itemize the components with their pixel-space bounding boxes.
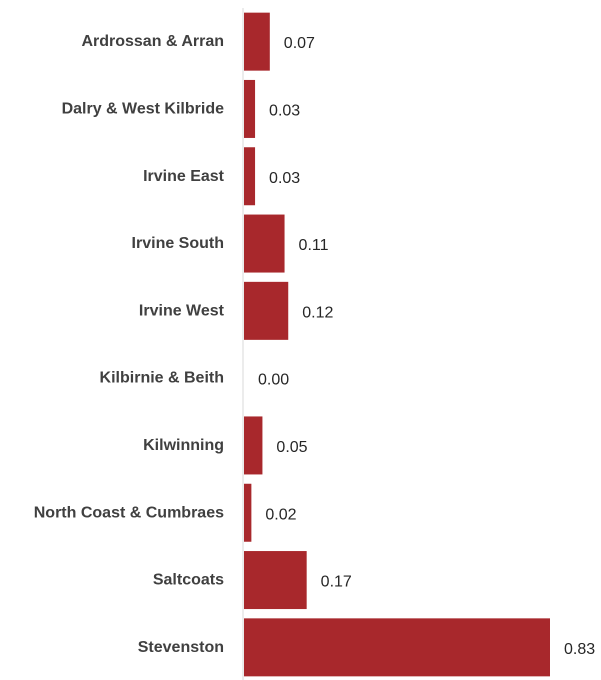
category-label: Irvine South [132,235,224,252]
category-label: Dalry & West Kilbride [62,100,225,117]
bar-2 [244,147,256,206]
value-label: 0.03 [269,170,300,187]
bar-6 [244,416,263,475]
value-label: 0.03 [269,102,300,119]
bar-9 [244,618,550,677]
bar-0 [244,12,270,71]
value-label: 0.12 [302,304,333,321]
category-label: Kilbirnie & Beith [100,370,224,387]
value-label: 0.83 [564,641,595,658]
value-label: 0.05 [276,439,307,456]
value-label: 0.17 [321,574,352,591]
bar-7 [244,483,252,542]
category-label: Kilwinning [143,437,224,454]
labels-layer: Ardrossan & Arran 0.07 Dalry & West Kilbri… [34,33,595,658]
bars-layer [244,12,550,677]
bar-4 [244,281,289,340]
value-label: 0.02 [265,506,296,523]
category-label: North Coast & Cumbraes [34,504,224,521]
value-label: 0.07 [284,35,315,52]
bar-3 [244,214,285,273]
category-label: Saltcoats [153,572,224,589]
category-label: Irvine East [143,168,225,185]
category-label: Stevenston [138,639,224,656]
category-label: Irvine West [139,302,225,319]
value-label: 0.00 [258,372,289,389]
category-label: Ardrossan & Arran [81,33,224,50]
bar-8 [244,551,307,610]
bar-1 [244,79,256,138]
value-label: 0.11 [299,237,329,254]
